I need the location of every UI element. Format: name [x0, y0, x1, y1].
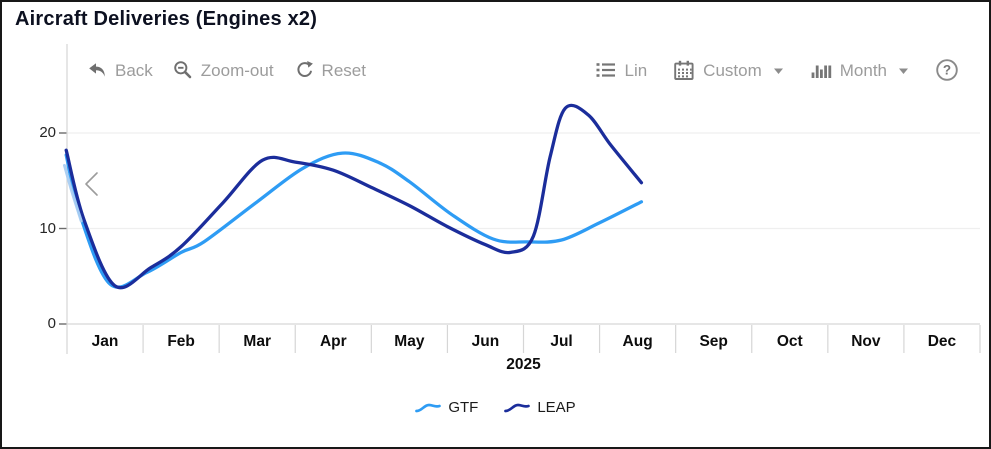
- y-axis-label-0: 0: [47, 315, 56, 332]
- x-axis-label-sep: Sep: [699, 333, 728, 350]
- legend-item-leap[interactable]: LEAP: [504, 399, 576, 416]
- x-axis-label-jul: Jul: [550, 333, 573, 350]
- x-axis-label-aug: Aug: [622, 333, 653, 350]
- x-axis-title: 2025: [506, 356, 541, 373]
- x-axis-label-jan: Jan: [91, 333, 119, 350]
- x-axis-label-apr: Apr: [319, 333, 347, 350]
- reset-button[interactable]: Reset: [294, 60, 366, 80]
- series-fade-overlay: [63, 164, 83, 223]
- back-label: Back: [115, 60, 153, 80]
- reset-icon: [297, 61, 313, 77]
- y-axis-label-20: 20: [39, 124, 56, 141]
- chart-legend: GTF LEAP: [2, 399, 989, 416]
- reset-label: Reset: [321, 60, 366, 80]
- x-axis-label-oct: Oct: [776, 333, 803, 350]
- list-icon: [596, 63, 616, 77]
- zoom-out-label: Zoom-out: [200, 60, 274, 80]
- bar-chart-icon: [811, 65, 831, 78]
- pan-left-icon[interactable]: [85, 172, 98, 196]
- series-line-leap[interactable]: [64, 103, 644, 290]
- chart-toolbar: Back Zoom-out Reset: [2, 52, 989, 88]
- y-axis-label-10: 10: [39, 219, 56, 237]
- custom-label: Custom: [703, 60, 762, 80]
- month-granularity-dropdown[interactable]: Month: [810, 60, 909, 80]
- legend-label: GTF: [448, 399, 479, 416]
- lin-label: Lin: [624, 60, 648, 80]
- calendar-icon: [674, 60, 694, 80]
- legend-line-swatch: [504, 403, 531, 413]
- zoom-out-icon: [174, 61, 192, 79]
- x-axis-label-nov: Nov: [851, 333, 881, 350]
- legend-line-swatch: [415, 403, 442, 413]
- x-axis-label-dec: Dec: [927, 333, 957, 350]
- lin-scale-button[interactable]: Lin: [595, 61, 647, 79]
- help-button[interactable]: ?: [935, 58, 959, 82]
- toolbar-left-group: Back Zoom-out Reset: [86, 60, 366, 80]
- toolbar-right-group: Lin Custom: [595, 58, 959, 82]
- legend-label: LEAP: [537, 399, 576, 416]
- back-icon: [89, 63, 105, 77]
- x-axis-label-feb: Feb: [167, 333, 195, 350]
- x-axis-label-may: May: [394, 333, 425, 350]
- x-axis-label-mar: Mar: [243, 333, 271, 350]
- help-icon: ?: [936, 59, 958, 81]
- legend-item-gtf[interactable]: GTF: [415, 399, 478, 416]
- custom-range-dropdown[interactable]: Custom: [673, 60, 784, 81]
- chevron-down-icon: [773, 68, 783, 74]
- page-title: Aircraft Deliveries (Engines x2): [15, 8, 318, 30]
- chevron-down-icon: [899, 68, 908, 74]
- month-label: Month: [839, 60, 887, 80]
- zoom-out-button[interactable]: Zoom-out: [173, 60, 274, 80]
- help-glyph: ?: [943, 63, 951, 78]
- x-axis-label-jun: Jun: [471, 333, 500, 350]
- back-button[interactable]: Back: [86, 60, 153, 80]
